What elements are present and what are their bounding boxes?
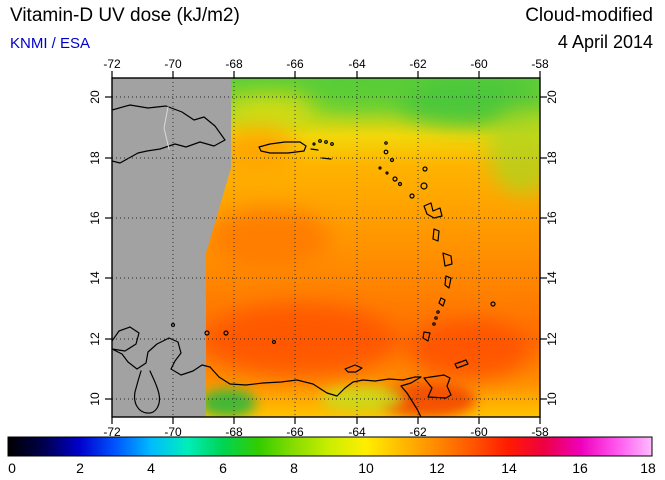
island-grenadines-3 xyxy=(432,322,436,326)
lon-tick-label: -66 xyxy=(286,57,304,71)
date-label: 4 April 2014 xyxy=(557,32,653,52)
lon-tick-label: -70 xyxy=(164,425,182,439)
island-saba xyxy=(378,166,382,170)
island-nevis xyxy=(397,181,403,187)
island-curacao xyxy=(204,330,210,336)
credit-link[interactable]: KNMI / ESA xyxy=(10,35,91,52)
lon-tick-label: -62 xyxy=(409,425,427,439)
map-plot: -72 -70 -68 -66 -64 -62 -60 -58 -72 -70 … xyxy=(88,57,559,439)
island-anguilla xyxy=(384,141,388,145)
colorbar-tick-label: 12 xyxy=(429,460,445,476)
coastline-hispaniola xyxy=(112,104,226,164)
island-st-martin xyxy=(383,149,389,155)
island-grenadines-2 xyxy=(434,316,438,320)
colorbar-labels: 0 2 4 6 8 10 12 14 16 18 xyxy=(8,460,656,476)
island-st-barth xyxy=(389,157,395,163)
island-vieques xyxy=(310,148,319,151)
header-right: Cloud-modified 4 April 2014 xyxy=(525,5,653,53)
coastline-puerto-rico xyxy=(258,141,307,154)
lon-tick-label: -66 xyxy=(286,425,304,439)
no-data-region xyxy=(112,78,231,417)
lat-tick-label: 18 xyxy=(545,151,559,165)
island-trinidad xyxy=(423,374,452,399)
colorbar-tick-label: 2 xyxy=(76,460,84,476)
axis-ticks xyxy=(105,71,547,424)
island-virgin-3 xyxy=(330,142,334,146)
lon-tick-label: -70 xyxy=(164,57,182,71)
island-dominica xyxy=(432,228,440,242)
lat-tick-label: 12 xyxy=(88,332,102,346)
lat-tick-label: 20 xyxy=(545,90,559,104)
lon-tick-label: -64 xyxy=(348,425,366,439)
page-title: Vitamin-D UV dose (kJ/m2) xyxy=(10,5,240,26)
island-montserrat xyxy=(409,193,415,199)
map-frame xyxy=(111,77,541,418)
lon-tick-label: -72 xyxy=(103,57,121,71)
island-st-lucia xyxy=(444,275,452,289)
island-tobago xyxy=(454,359,469,369)
lake-maracaibo xyxy=(133,370,161,414)
colorbar-gradient xyxy=(7,436,653,457)
lat-tick-label: 10 xyxy=(88,392,102,406)
island-virgin-1 xyxy=(318,139,322,143)
island-st-kitts xyxy=(392,176,398,182)
lon-tick-label: -72 xyxy=(103,425,121,439)
lat-tick-label: 10 xyxy=(545,392,559,406)
colorbar-tick-label: 0 xyxy=(8,460,16,476)
lat-tick-label: 18 xyxy=(88,151,102,165)
colorbar-tick-label: 18 xyxy=(640,460,656,476)
island-st-croix xyxy=(321,157,332,160)
coastline-venezuela-west xyxy=(112,337,211,376)
lat-tick-label: 16 xyxy=(88,211,102,225)
colorbar-tick-label: 16 xyxy=(572,460,588,476)
island-culebra xyxy=(312,142,316,146)
colorbar-tick-label: 6 xyxy=(219,460,227,476)
island-guadeloupe xyxy=(423,202,443,219)
colorbar-tick-label: 10 xyxy=(358,460,374,476)
island-st-eustatius xyxy=(385,171,389,175)
lon-tick-label: -60 xyxy=(470,57,488,71)
lat-tick-label: 14 xyxy=(88,271,102,285)
mode-label: Cloud-modified xyxy=(525,5,653,26)
colorbar-tick-label: 8 xyxy=(290,460,298,476)
lat-tick-label: 12 xyxy=(545,332,559,346)
lat-axis-left: 20 18 16 14 12 10 xyxy=(88,90,102,406)
lon-tick-label: -68 xyxy=(225,57,243,71)
colorbar: 0 2 4 6 8 10 12 14 16 18 xyxy=(7,436,656,476)
island-st-vincent xyxy=(438,297,446,307)
lon-tick-label: -64 xyxy=(348,57,366,71)
border-haiti-dr xyxy=(163,106,170,150)
island-barbuda xyxy=(422,166,428,172)
uv-field-features xyxy=(200,78,540,417)
lat-tick-label: 14 xyxy=(545,271,559,285)
island-grenada xyxy=(422,331,431,342)
lat-axis-right: 20 18 16 14 12 10 xyxy=(545,90,559,406)
lon-tick-label: -58 xyxy=(531,57,549,71)
island-grenadines-1 xyxy=(436,310,440,314)
island-margarita xyxy=(344,364,363,373)
lon-axis-top: -72 -70 -68 -66 -64 -62 -60 -58 xyxy=(103,57,549,71)
island-virgin-2 xyxy=(324,140,328,144)
lat-tick-label: 16 xyxy=(545,211,559,225)
island-barbados xyxy=(490,301,496,307)
coastline-guajira xyxy=(112,326,140,352)
lat-tick-label: 20 xyxy=(88,90,102,104)
lon-tick-label: -62 xyxy=(409,57,427,71)
lon-tick-label: -58 xyxy=(531,425,549,439)
island-antigua xyxy=(420,182,428,190)
lon-tick-label: -60 xyxy=(470,425,488,439)
coastline-venezuela xyxy=(209,366,422,417)
lon-tick-label: -68 xyxy=(225,425,243,439)
graticule xyxy=(112,78,540,417)
island-martinique xyxy=(442,252,453,267)
colorbar-tick-label: 4 xyxy=(147,460,155,476)
island-bonaire xyxy=(223,330,229,336)
coastlines xyxy=(112,104,496,417)
lon-axis-bottom: -72 -70 -68 -66 -64 -62 -60 -58 xyxy=(103,425,549,439)
header-left: Vitamin-D UV dose (kJ/m2) KNMI / ESA xyxy=(10,5,240,52)
island-los-roques xyxy=(271,339,277,345)
colorbar-tick-label: 14 xyxy=(501,460,517,476)
